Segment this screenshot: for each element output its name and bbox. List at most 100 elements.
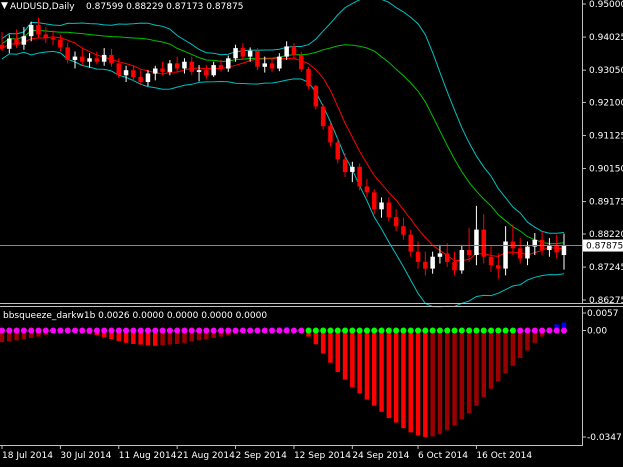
candle-body [525, 246, 530, 259]
squeeze-dot [71, 327, 78, 334]
candle-body [65, 47, 70, 60]
squeeze-dot [13, 327, 20, 334]
candle-body [262, 63, 267, 67]
histogram-bar [415, 330, 421, 436]
keltner-line [1, 36, 565, 262]
upper-band-line [1, 0, 565, 234]
candle-body [488, 256, 494, 266]
candle-body [437, 253, 443, 257]
squeeze-dot [488, 327, 495, 334]
histogram-bar [372, 330, 377, 406]
x-tick-label: 6 Oct 2014 [418, 451, 468, 461]
candle-body [561, 245, 567, 255]
candle-body [547, 244, 552, 250]
candles-group [0, 17, 567, 279]
histogram-bar [452, 330, 457, 426]
histogram-bar [167, 330, 173, 345]
histogram-bar [189, 330, 194, 342]
squeeze-dot [342, 327, 349, 334]
squeeze-dot [247, 327, 254, 334]
histogram-bar [160, 330, 165, 346]
histogram-bar [211, 330, 216, 338]
squeeze-dot [166, 327, 173, 334]
candle-body [481, 229, 486, 257]
candle-body [21, 36, 27, 45]
y-tick-label: 0.87245 [589, 263, 623, 273]
candle-body [459, 250, 465, 271]
squeeze-dot [561, 327, 567, 334]
histogram-bar [430, 330, 435, 437]
squeeze-dot [6, 327, 13, 334]
squeeze-dot [0, 327, 5, 334]
candle-body [306, 69, 311, 87]
squeeze-dot [290, 327, 297, 334]
histogram-bar [408, 330, 413, 433]
squeeze-dot [546, 327, 553, 334]
histogram-bar [393, 330, 399, 423]
candle-body [80, 56, 85, 62]
squeeze-dot [188, 327, 195, 334]
candle-body [160, 68, 165, 72]
squeeze-dot [298, 327, 305, 334]
squeeze-dot [108, 327, 115, 334]
squeeze-dot [42, 327, 49, 334]
candle-body [0, 44, 5, 49]
candle-body [408, 234, 413, 252]
histogram-bar [28, 330, 34, 338]
histogram-bar [131, 330, 136, 344]
candle-body [328, 126, 333, 143]
candle-body [131, 70, 136, 77]
squeeze-dot [115, 327, 122, 334]
squeeze-dot [334, 327, 341, 334]
y-tick-label: 0.90150 [589, 165, 623, 175]
candle-body [189, 61, 194, 72]
squeeze-dot [349, 327, 356, 334]
symbol-icon: ▼ [1, 1, 8, 11]
squeeze-dot [50, 327, 57, 334]
candle-body [58, 39, 63, 48]
histogram-bar [496, 330, 501, 382]
squeeze-dots [0, 327, 567, 334]
candle-body [539, 239, 545, 250]
lower-band-line [1, 50, 565, 308]
histogram-bar [328, 330, 333, 363]
candle-body [342, 159, 348, 172]
squeeze-dot [283, 327, 290, 334]
candle-body [240, 48, 246, 57]
y-tick-label: 0.91125 [589, 131, 623, 141]
indicator-tick-label: -0.0347 [587, 433, 622, 443]
candle-body [372, 192, 377, 210]
histogram-bar [0, 330, 5, 343]
candle-body [532, 239, 537, 247]
candle-body [496, 265, 501, 269]
candle-body [466, 250, 472, 256]
squeeze-dot [159, 327, 166, 334]
candle-body [72, 56, 78, 60]
histogram-bar [21, 330, 27, 340]
histogram-bar [474, 330, 479, 406]
candle-body [452, 261, 457, 271]
x-tick-label: 30 Jul 2014 [60, 451, 111, 461]
candle-body [517, 248, 523, 259]
histogram-bar [174, 330, 180, 344]
histogram-bar [466, 330, 472, 414]
histogram-bar [204, 330, 209, 340]
candle-body [320, 106, 326, 127]
indicator-y-ticks: 0.0057 0.00 -0.0347 [582, 309, 622, 443]
squeeze-dot [93, 327, 100, 334]
histogram-bar [445, 330, 450, 431]
indicator-tick-label: 0.0057 [587, 309, 619, 319]
histogram-bar [116, 330, 121, 341]
squeeze-dot [531, 327, 538, 334]
squeeze-dot [217, 327, 224, 334]
squeeze-dot [502, 327, 509, 334]
histogram-bar [36, 330, 41, 337]
squeeze-dot [261, 327, 268, 334]
squeeze-dot [385, 327, 392, 334]
squeeze-dot [20, 327, 27, 334]
squeeze-dot [480, 327, 487, 334]
squeeze-dot [144, 327, 151, 334]
candle-body [415, 251, 421, 262]
